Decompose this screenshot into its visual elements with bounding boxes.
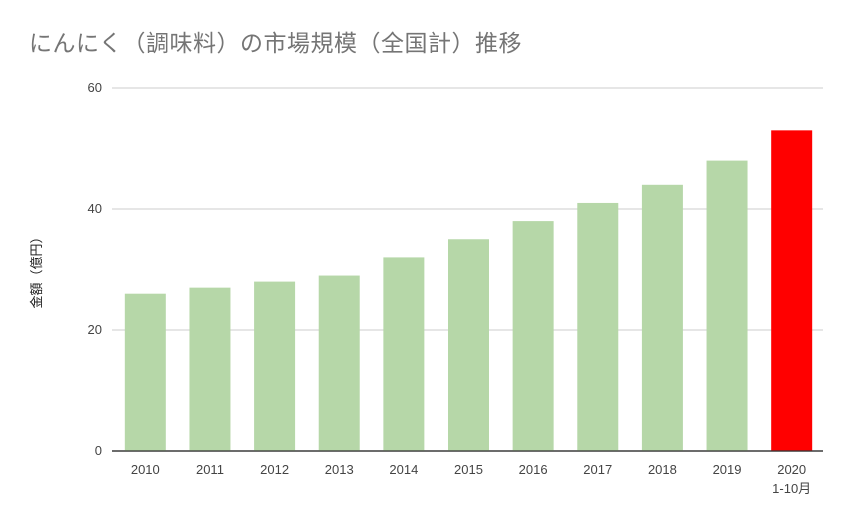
x-tick-label: 2016 <box>519 462 548 477</box>
bar <box>448 239 489 451</box>
bar <box>383 257 425 451</box>
x-tick-label: 2017 <box>583 462 612 477</box>
x-tick-label: 2012 <box>260 462 289 477</box>
bar <box>318 275 360 451</box>
x-tick-label: 2020 <box>777 462 806 477</box>
bar <box>189 287 231 451</box>
bar <box>124 293 166 451</box>
bar <box>512 221 554 451</box>
bar <box>706 160 748 451</box>
x-tick-label: 2013 <box>325 462 354 477</box>
bar <box>771 130 813 451</box>
bar <box>641 184 683 452</box>
x-tick-label: 2014 <box>389 462 418 477</box>
bar <box>254 281 296 451</box>
x-tick-label: 1-10月 <box>772 481 811 496</box>
x-tick-label: 2019 <box>713 462 742 477</box>
y-tick-label: 0 <box>95 443 102 458</box>
x-tick-label: 2018 <box>648 462 677 477</box>
y-tick-label: 20 <box>88 322 102 337</box>
y-axis-label: 金額（億円） <box>29 230 45 308</box>
bar <box>577 202 619 451</box>
y-tick-label: 40 <box>88 201 102 216</box>
x-tick-label: 2011 <box>196 462 224 477</box>
y-tick-label: 60 <box>88 80 102 95</box>
chart-title: にんにく（調味料）の市場規模（全国計）推移 <box>29 31 523 57</box>
x-tick-label: 2010 <box>131 462 160 477</box>
x-tick-label: 2015 <box>454 462 483 477</box>
